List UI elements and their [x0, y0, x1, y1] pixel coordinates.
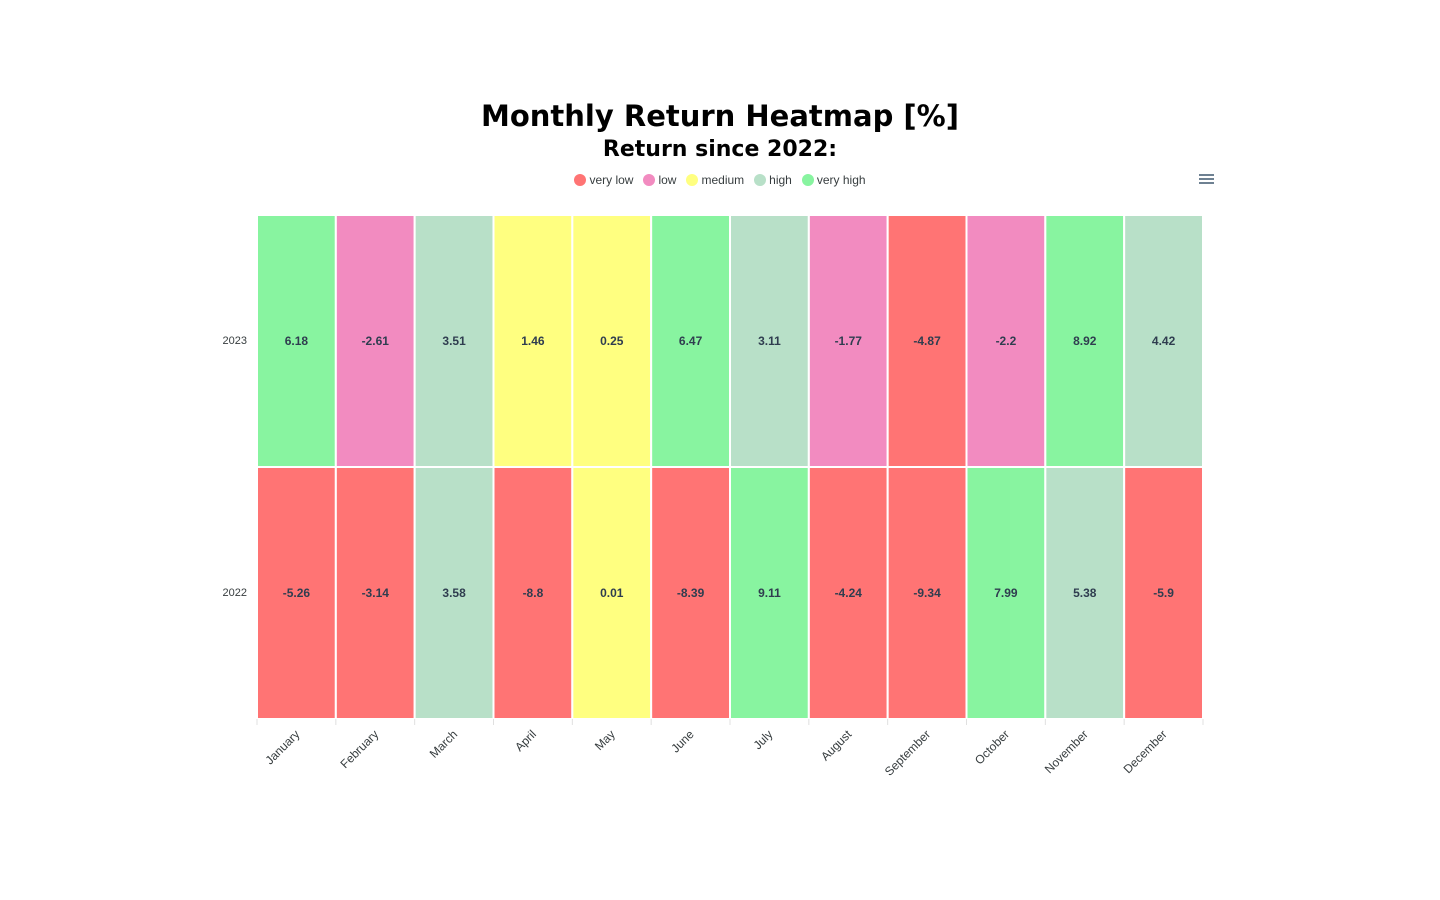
cell-value-label: -5.26 [283, 586, 311, 600]
legend-marker [754, 174, 767, 186]
cell-value-label: 3.51 [442, 334, 466, 348]
legend-label: very low [589, 173, 634, 187]
legend-item-medium[interactable]: medium [686, 173, 744, 187]
cell-value-label: 6.47 [679, 334, 703, 348]
chart-subtitle: Return since 2022: [602, 137, 838, 162]
heatmap-cell[interactable] [413, 466, 495, 720]
heatmap-cell[interactable] [965, 214, 1047, 468]
y-axis-label-2023: 2023 [223, 335, 247, 347]
heatmap-cell[interactable] [1123, 466, 1204, 720]
cell-value-label: -4.87 [913, 334, 941, 348]
cell-value-label: -3.14 [362, 586, 390, 600]
heatmap-cell[interactable] [807, 214, 889, 468]
legend-marker [643, 174, 656, 186]
cell-value-label: -1.77 [835, 334, 863, 348]
legend-item-very-high[interactable]: very high [801, 173, 866, 187]
heatmap-cell[interactable] [334, 214, 416, 468]
cell-value-label: 5.38 [1073, 586, 1097, 600]
x-axis-label-october: October [972, 727, 1012, 767]
legend-label: high [769, 173, 792, 187]
cell-value-label: 6.18 [285, 334, 309, 348]
x-axis-label-march: March [427, 727, 460, 760]
cell-value-label: 3.58 [442, 586, 466, 600]
cell-value-label: 0.25 [600, 334, 624, 348]
x-axis-label-august: August [818, 727, 855, 764]
legend-item-very-low[interactable]: very low [574, 173, 633, 187]
heatmap-cell[interactable] [571, 466, 653, 720]
legend-label: very high [816, 173, 866, 187]
heatmap-cell[interactable] [256, 466, 337, 720]
y-axis-label-2022: 2022 [223, 587, 247, 599]
heatmap-cell[interactable] [492, 466, 574, 720]
legend-marker [801, 174, 814, 186]
cell-value-label: 4.42 [1152, 334, 1176, 348]
x-axis-label-january: January [262, 727, 302, 767]
heatmap-cell[interactable] [650, 214, 732, 468]
legend-label: medium [701, 173, 745, 187]
heatmap-cell[interactable] [571, 214, 653, 468]
cell-value-label: 9.11 [758, 586, 781, 600]
chart-legend: very low low medium high very high [0, 173, 1440, 187]
heatmap-cell[interactable] [650, 466, 732, 720]
heatmap-cell[interactable] [965, 466, 1047, 720]
legend-item-high[interactable]: high [754, 173, 792, 187]
x-axis-label-july: July [751, 727, 776, 752]
heatmap-cell[interactable] [886, 214, 968, 468]
cell-value-label: -8.8 [523, 586, 544, 600]
cell-value-label: -2.2 [996, 334, 1017, 348]
cell-value-label: 7.99 [994, 586, 1018, 600]
legend-marker [686, 174, 699, 186]
heatmap-cell[interactable] [1123, 214, 1204, 468]
heatmap-cell[interactable] [256, 214, 337, 468]
cell-value-label: -5.9 [1153, 586, 1174, 600]
cell-value-label: 0.01 [600, 586, 624, 600]
cell-value-label: -4.24 [835, 586, 863, 600]
x-axis-label-april: April [512, 727, 539, 754]
x-axis-label-june: June [668, 727, 697, 756]
x-axis-label-may: May [592, 727, 618, 753]
hamburger-menu-icon[interactable] [1195, 172, 1217, 188]
heatmap-cell[interactable] [886, 466, 968, 720]
legend-item-low[interactable]: low [643, 173, 676, 187]
cell-value-label: 1.46 [521, 334, 545, 348]
heatmap-cell[interactable] [729, 214, 810, 468]
chart-title: Monthly Return Heatmap [%] [480, 99, 959, 133]
cell-value-label: -2.61 [362, 334, 390, 348]
heatmap-cell[interactable] [1044, 214, 1126, 468]
x-axis-label-november: November [1042, 727, 1091, 776]
legend-label: low [658, 173, 677, 187]
heatmap-cell[interactable] [729, 466, 810, 720]
cell-value-label: 8.92 [1073, 334, 1097, 348]
x-axis-label-september: September [882, 727, 933, 778]
x-axis-label-february: February [338, 727, 382, 771]
x-axis-label-december: December [1121, 727, 1170, 776]
cell-value-label: -9.34 [913, 586, 941, 600]
cell-value-label: 3.11 [758, 334, 781, 348]
cell-value-label: -8.39 [677, 586, 705, 600]
legend-marker [574, 174, 587, 186]
